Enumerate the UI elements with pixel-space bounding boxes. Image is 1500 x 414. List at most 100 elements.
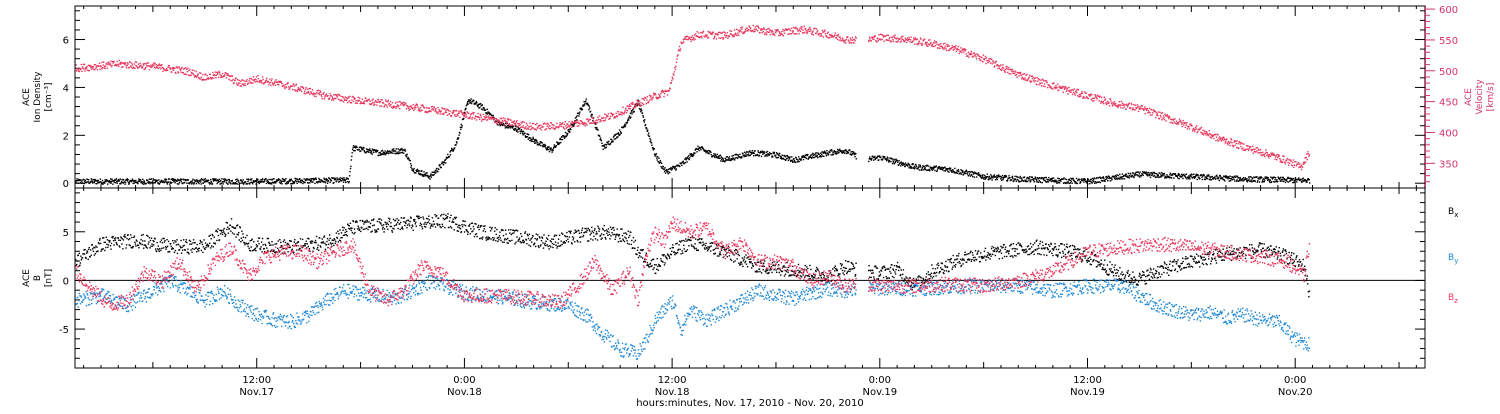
velocity-series-point — [1063, 92, 1064, 93]
velocity-series-point — [1015, 71, 1016, 72]
velocity-series-point — [795, 27, 796, 28]
velocity-series-point — [1082, 93, 1083, 94]
velocity-series-point — [1003, 68, 1004, 69]
velocity-series-point — [1141, 108, 1142, 109]
density-series-point — [744, 152, 745, 153]
velocity-series-point — [779, 31, 780, 32]
density-series-point — [302, 180, 303, 181]
density-series-point — [1154, 175, 1155, 176]
velocity-series-point — [81, 71, 82, 72]
density-series-point — [260, 179, 261, 180]
density-series-point — [1274, 177, 1275, 178]
density-series-point — [447, 154, 448, 155]
velocity-series-point — [149, 69, 150, 70]
density-series-point — [124, 184, 125, 185]
density-series-point — [1104, 181, 1105, 182]
density-series-point — [818, 154, 819, 155]
density-series-point — [1196, 174, 1197, 175]
density-series-point — [1236, 175, 1237, 176]
density-series-point — [1170, 173, 1171, 174]
velocity-series-point — [944, 43, 945, 44]
velocity-series-point — [1062, 87, 1063, 88]
velocity-series-point — [333, 99, 334, 100]
density-series-point — [1175, 173, 1176, 174]
velocity-series-point — [129, 67, 130, 68]
velocity-series-point — [134, 63, 135, 64]
velocity-series-point — [933, 42, 934, 43]
density-series-point — [789, 156, 790, 157]
velocity-series-point — [520, 127, 521, 128]
density-series-point — [225, 179, 226, 180]
density-series-point — [427, 175, 428, 176]
velocity-series-point — [246, 81, 247, 82]
density-series-point — [560, 142, 561, 143]
velocity-series-point — [218, 77, 219, 78]
velocity-series-point — [900, 38, 901, 39]
velocity-tick-label: 600 — [1439, 5, 1458, 16]
density-series-point — [1199, 178, 1200, 179]
velocity-series-point — [419, 110, 420, 111]
velocity-series-point — [927, 42, 928, 43]
velocity-series-point — [936, 42, 937, 43]
density-series-point — [355, 150, 356, 151]
density-series-point — [1182, 178, 1183, 179]
velocity-series-point — [616, 113, 617, 114]
velocity-series-point — [443, 113, 444, 114]
density-series-point — [1035, 177, 1036, 178]
density-series-point — [970, 171, 971, 172]
density-series-point — [693, 155, 694, 156]
velocity-series-point — [449, 113, 450, 114]
density-series-point — [116, 178, 117, 179]
velocity-series-point — [341, 100, 342, 101]
velocity-series-point — [473, 112, 474, 113]
density-series-point — [288, 183, 289, 184]
velocity-series-point — [993, 60, 994, 61]
density-series-point — [1089, 183, 1090, 184]
density-series-point — [1222, 177, 1223, 178]
density-series-point — [746, 155, 747, 156]
density-series-point — [257, 179, 258, 180]
velocity-series-point — [201, 77, 202, 78]
velocity-series-point — [1162, 112, 1163, 113]
velocity-series-point — [731, 31, 732, 32]
density-series-point — [286, 183, 287, 184]
velocity-series-point — [630, 106, 631, 107]
velocity-series-point — [248, 80, 249, 81]
velocity-series-point — [365, 98, 366, 99]
density-series-point — [1268, 179, 1269, 180]
density-series-point — [1202, 179, 1203, 180]
density-series-point — [625, 126, 626, 127]
density-series-point — [471, 103, 472, 104]
velocity-series-point — [793, 31, 794, 32]
density-series-point — [479, 107, 480, 108]
velocity-series-point — [783, 35, 784, 36]
velocity-series-point — [376, 104, 377, 105]
density-series-point — [181, 181, 182, 182]
density-series-point — [500, 125, 501, 126]
velocity-series-point — [231, 80, 232, 81]
density-series-point — [918, 164, 919, 165]
velocity-series-point — [94, 69, 95, 70]
density-series-point — [946, 169, 947, 170]
density-series-point — [847, 151, 848, 152]
velocity-series-point — [103, 64, 104, 65]
velocity-series-point — [452, 113, 453, 114]
velocity-series-point — [86, 67, 87, 68]
velocity-series-point — [110, 63, 111, 64]
density-series-point — [273, 178, 274, 179]
density-series-point — [237, 183, 238, 184]
density-series-point — [1246, 178, 1247, 179]
velocity-series-point — [737, 35, 738, 36]
velocity-series-point — [169, 65, 170, 66]
velocity-series-point — [1076, 90, 1077, 91]
velocity-series-point — [757, 30, 758, 31]
velocity-series-point — [1110, 100, 1111, 101]
density-series-point — [837, 151, 838, 152]
velocity-series-point — [717, 34, 718, 35]
velocity-series-point — [924, 39, 925, 40]
velocity-series-point — [396, 102, 397, 103]
density-series-point — [643, 117, 644, 118]
density-series-point — [817, 157, 818, 158]
velocity-series-point — [192, 73, 193, 74]
